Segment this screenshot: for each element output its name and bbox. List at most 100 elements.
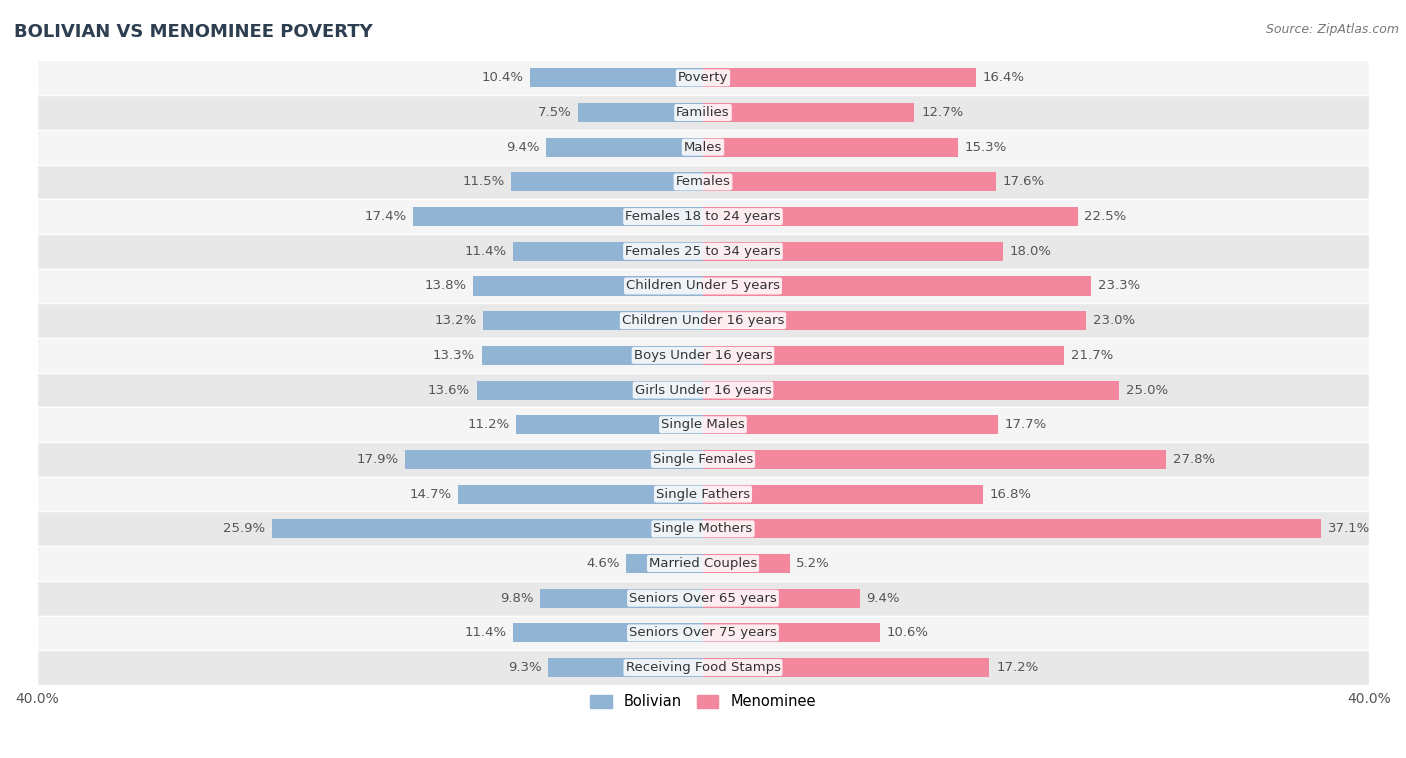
Bar bbox=[37, 581, 1369, 615]
Bar bbox=[37, 164, 1369, 199]
Bar bbox=[474, 277, 703, 296]
Text: 16.4%: 16.4% bbox=[983, 71, 1025, 84]
Text: 21.7%: 21.7% bbox=[1071, 349, 1114, 362]
Bar bbox=[530, 68, 703, 87]
Text: Females 25 to 34 years: Females 25 to 34 years bbox=[626, 245, 780, 258]
Bar bbox=[37, 234, 1369, 268]
Text: 11.4%: 11.4% bbox=[464, 245, 506, 258]
Bar bbox=[481, 346, 703, 365]
Bar bbox=[513, 623, 703, 643]
Text: 9.8%: 9.8% bbox=[499, 592, 533, 605]
Bar bbox=[703, 346, 1064, 365]
Text: 23.3%: 23.3% bbox=[1098, 280, 1140, 293]
Text: 12.7%: 12.7% bbox=[921, 106, 963, 119]
Text: BOLIVIAN VS MENOMINEE POVERTY: BOLIVIAN VS MENOMINEE POVERTY bbox=[14, 23, 373, 41]
Text: Children Under 5 years: Children Under 5 years bbox=[626, 280, 780, 293]
Bar bbox=[703, 172, 995, 192]
Bar bbox=[703, 277, 1091, 296]
Bar bbox=[703, 381, 1119, 399]
Text: Single Fathers: Single Fathers bbox=[657, 487, 749, 500]
Bar bbox=[548, 658, 703, 677]
Bar bbox=[703, 415, 998, 434]
Bar bbox=[37, 650, 1369, 685]
Bar bbox=[703, 450, 1166, 469]
Text: 23.0%: 23.0% bbox=[1092, 314, 1135, 327]
Text: 27.8%: 27.8% bbox=[1173, 453, 1215, 466]
Bar bbox=[37, 477, 1369, 512]
Text: 11.5%: 11.5% bbox=[463, 175, 505, 189]
Text: 7.5%: 7.5% bbox=[537, 106, 571, 119]
Bar bbox=[703, 554, 790, 573]
Text: Seniors Over 75 years: Seniors Over 75 years bbox=[628, 626, 778, 640]
Bar bbox=[703, 242, 1002, 261]
Text: 17.7%: 17.7% bbox=[1004, 418, 1046, 431]
Bar bbox=[703, 623, 880, 643]
Bar bbox=[703, 658, 990, 677]
Bar bbox=[37, 199, 1369, 234]
Text: 15.3%: 15.3% bbox=[965, 141, 1007, 154]
Text: 14.7%: 14.7% bbox=[409, 487, 451, 500]
Text: Source: ZipAtlas.com: Source: ZipAtlas.com bbox=[1265, 23, 1399, 36]
Bar bbox=[703, 138, 957, 157]
Bar bbox=[477, 381, 703, 399]
Bar bbox=[37, 547, 1369, 581]
Text: 5.2%: 5.2% bbox=[796, 557, 830, 570]
Text: Seniors Over 65 years: Seniors Over 65 years bbox=[628, 592, 778, 605]
Bar bbox=[37, 338, 1369, 373]
Text: Single Females: Single Females bbox=[652, 453, 754, 466]
Bar bbox=[405, 450, 703, 469]
Text: 25.9%: 25.9% bbox=[224, 522, 264, 535]
Bar bbox=[37, 130, 1369, 164]
Bar bbox=[37, 61, 1369, 96]
Bar bbox=[516, 415, 703, 434]
Text: 13.3%: 13.3% bbox=[433, 349, 475, 362]
Text: Males: Males bbox=[683, 141, 723, 154]
Bar bbox=[37, 268, 1369, 303]
Text: 17.4%: 17.4% bbox=[364, 210, 406, 223]
Text: 10.4%: 10.4% bbox=[481, 71, 523, 84]
Bar bbox=[37, 512, 1369, 547]
Bar bbox=[578, 103, 703, 122]
Legend: Bolivian, Menominee: Bolivian, Menominee bbox=[585, 688, 821, 715]
Bar bbox=[703, 311, 1085, 330]
Text: 13.2%: 13.2% bbox=[434, 314, 477, 327]
Text: Females: Females bbox=[675, 175, 731, 189]
Bar bbox=[37, 373, 1369, 407]
Text: 18.0%: 18.0% bbox=[1010, 245, 1052, 258]
Text: Boys Under 16 years: Boys Under 16 years bbox=[634, 349, 772, 362]
Bar bbox=[703, 103, 914, 122]
Text: Receiving Food Stamps: Receiving Food Stamps bbox=[626, 661, 780, 674]
Text: Families: Families bbox=[676, 106, 730, 119]
Bar bbox=[37, 96, 1369, 130]
Text: 9.4%: 9.4% bbox=[866, 592, 900, 605]
Bar bbox=[271, 519, 703, 538]
Bar bbox=[703, 519, 1320, 538]
Bar bbox=[512, 172, 703, 192]
Text: Females 18 to 24 years: Females 18 to 24 years bbox=[626, 210, 780, 223]
Text: 4.6%: 4.6% bbox=[586, 557, 620, 570]
Bar bbox=[540, 589, 703, 608]
Bar bbox=[627, 554, 703, 573]
Text: Children Under 16 years: Children Under 16 years bbox=[621, 314, 785, 327]
Bar bbox=[703, 68, 976, 87]
Text: Married Couples: Married Couples bbox=[650, 557, 756, 570]
Text: 17.9%: 17.9% bbox=[356, 453, 398, 466]
Text: Single Males: Single Males bbox=[661, 418, 745, 431]
Bar bbox=[484, 311, 703, 330]
Text: 13.6%: 13.6% bbox=[427, 384, 470, 396]
Bar bbox=[703, 589, 859, 608]
Bar bbox=[37, 303, 1369, 338]
Text: 11.4%: 11.4% bbox=[464, 626, 506, 640]
Bar bbox=[413, 207, 703, 226]
Text: 16.8%: 16.8% bbox=[990, 487, 1032, 500]
Text: 9.3%: 9.3% bbox=[508, 661, 541, 674]
Bar bbox=[37, 615, 1369, 650]
Bar bbox=[37, 442, 1369, 477]
Bar bbox=[703, 207, 1077, 226]
Text: 11.2%: 11.2% bbox=[468, 418, 510, 431]
Text: 10.6%: 10.6% bbox=[886, 626, 928, 640]
Text: Girls Under 16 years: Girls Under 16 years bbox=[634, 384, 772, 396]
Text: Poverty: Poverty bbox=[678, 71, 728, 84]
Text: 37.1%: 37.1% bbox=[1327, 522, 1369, 535]
Text: 17.6%: 17.6% bbox=[1002, 175, 1045, 189]
